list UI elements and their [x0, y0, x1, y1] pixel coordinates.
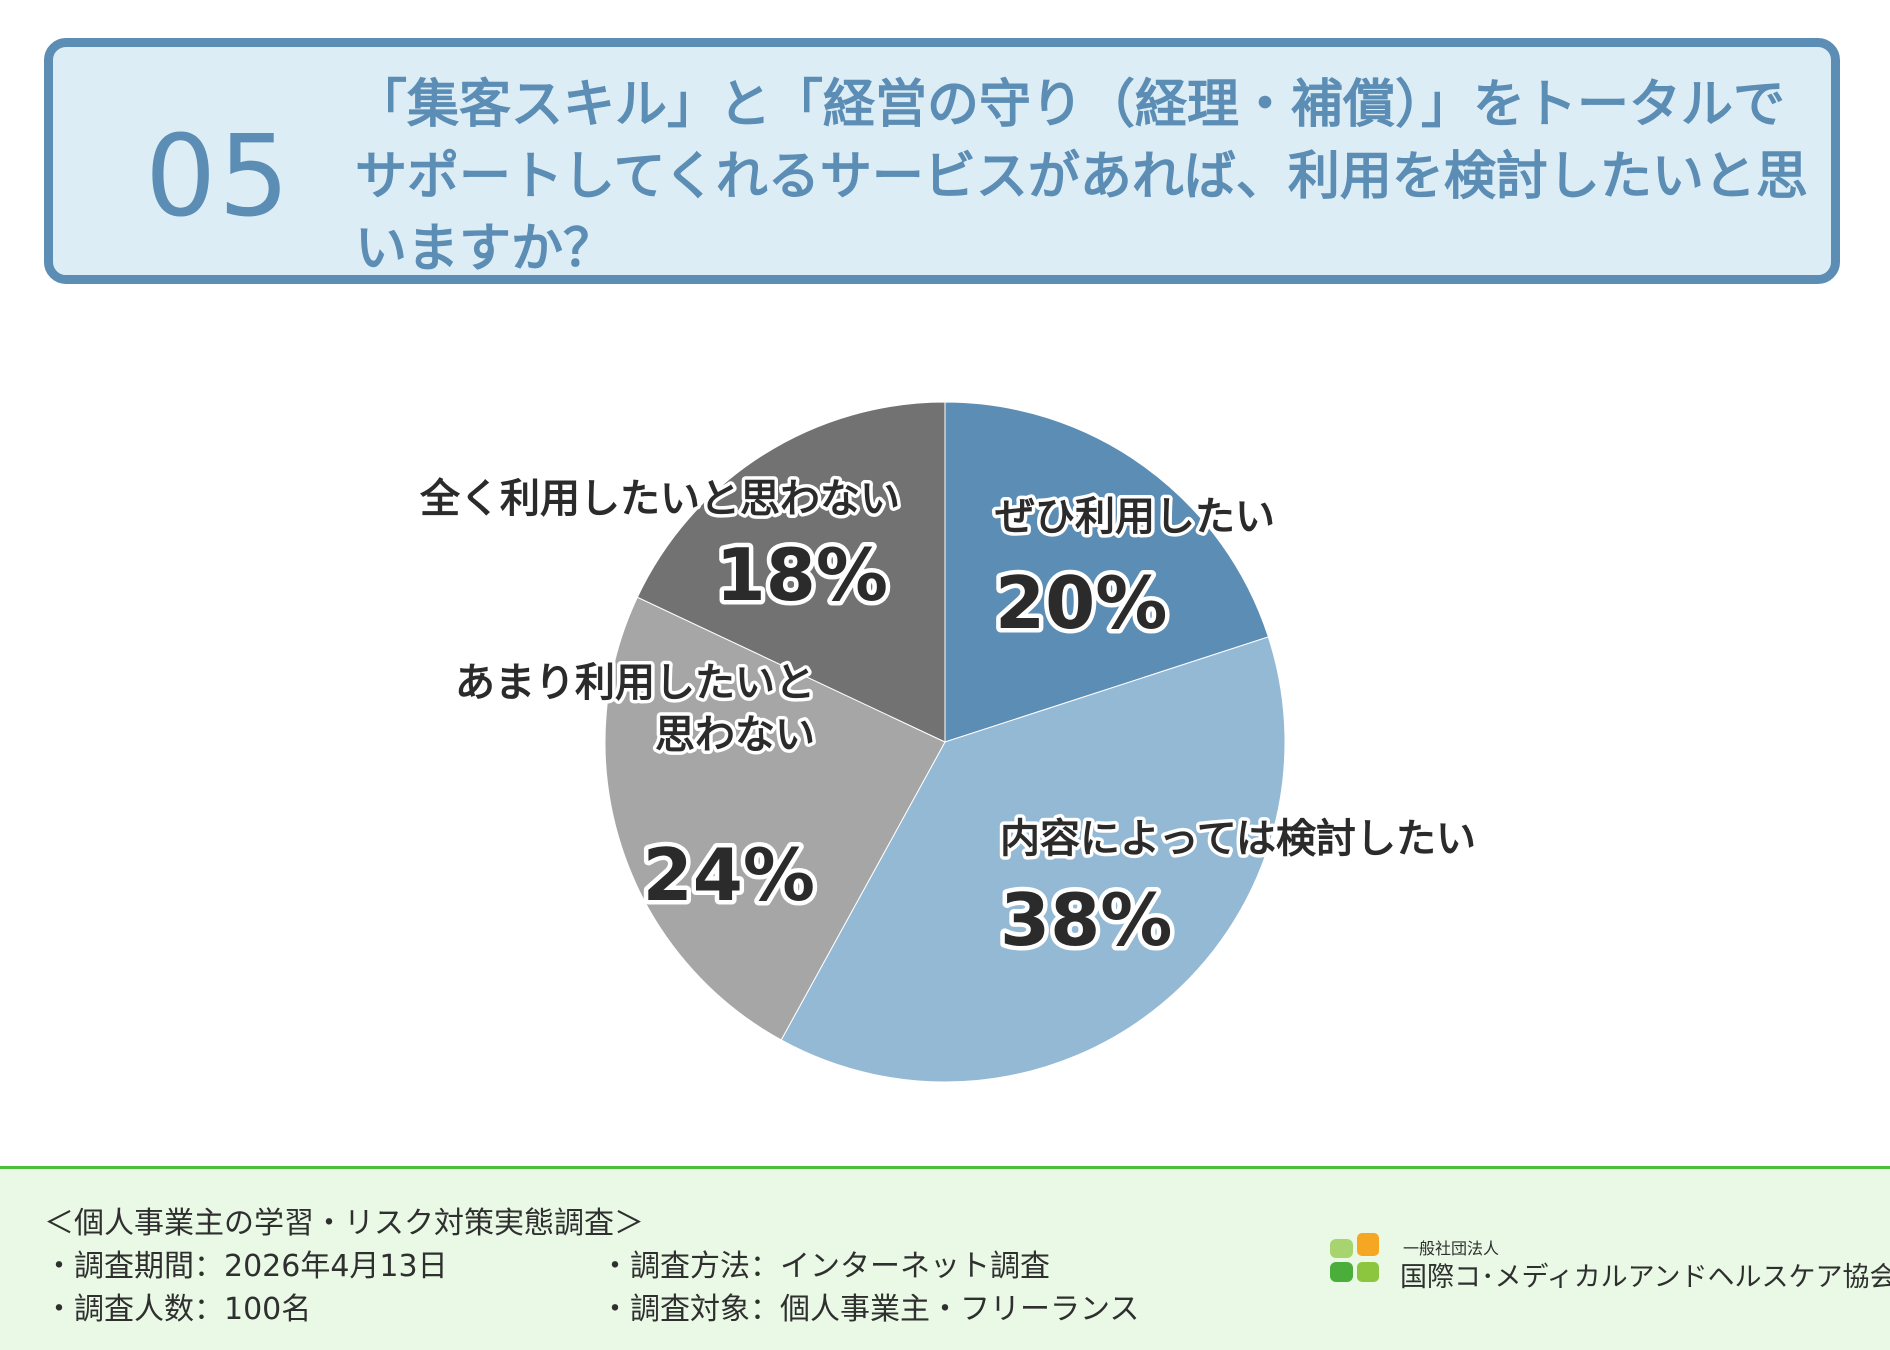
org-name: 国際コ･メディカルアンドヘルスケア協会 [1400, 1262, 1890, 1293]
slice-label: 思わない [655, 712, 815, 758]
slice-percentage: 20% [995, 561, 1167, 645]
slice-label: あまり利用したいと [455, 660, 815, 706]
pie-slice [944, 401, 1269, 743]
survey-title: ＜個人事業主の学習・リスク対策実態調査＞ [44, 1206, 644, 1241]
pie-slice [636, 401, 946, 743]
pie-slice [604, 596, 946, 1041]
logo-block-green-light [1330, 1239, 1353, 1258]
survey-respondents: ・調査人数：100名 [44, 1292, 312, 1327]
slice-percentage: 38% [1000, 878, 1172, 962]
slice-label: 内容によっては検討したい [1000, 816, 1476, 862]
survey-target: ・調査対象：個人事業主・フリーランス [600, 1292, 1140, 1327]
association-logo-icon [1330, 1233, 1379, 1282]
slice-label: ぜひ利用したい [995, 494, 1275, 540]
question-text: 「集客スキル」と「経営の守り（経理・補償）」をトータルでサポートしてくれるサービ… [355, 75, 1808, 279]
slice-label: 全く利用したいと思わない [419, 476, 900, 522]
logo-block-orange [1357, 1233, 1379, 1256]
logo-block-green-dark [1330, 1262, 1353, 1282]
survey-footer: ＜個人事業主の学習・リスク対策実態調査＞ ・調査期間：2026年4月13日 ・調… [0, 1166, 1890, 1350]
question-box: 05 「集客スキル」と「経営の守り（経理・補償）」をトータルでサポートしてくれる… [44, 38, 1840, 284]
slice-percentage: 24% [643, 833, 815, 917]
survey-method: ・調査方法：インターネット調査 [600, 1249, 1050, 1284]
org-type: 一般社団法人 [1403, 1239, 1500, 1258]
pie-slice [780, 636, 1286, 1083]
survey-period: ・調査期間：2026年4月13日 [44, 1249, 448, 1284]
logo-block-green-mid [1357, 1262, 1379, 1282]
question-number: 05 [145, 112, 292, 242]
slice-percentage: 18% [716, 533, 888, 617]
